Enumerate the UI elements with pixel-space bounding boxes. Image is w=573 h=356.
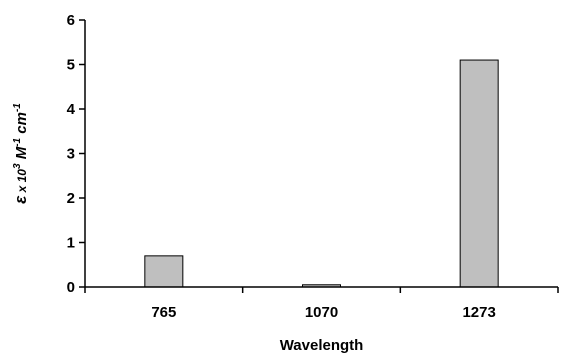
x-tick-label: 765 xyxy=(151,304,176,321)
x-axis-title: Wavelength xyxy=(280,337,364,354)
y-tick-label: 5 xyxy=(67,57,75,74)
x-axis-ticks: 765 1070 1273 xyxy=(84,287,559,321)
y-axis-title-unit-m: M xyxy=(13,146,30,163)
y-tick-label: 2 xyxy=(67,190,75,207)
y-axis-title-times: x 10 xyxy=(15,169,29,196)
y-axis-ticks: 0 1 2 3 4 5 6 xyxy=(67,12,85,296)
x-tick-label: 1070 xyxy=(305,304,338,321)
y-axis-title-exp3: 3 xyxy=(12,163,23,169)
y-axis-title-exp-neg1-b: -1 xyxy=(12,103,23,112)
y-axis-title-epsilon: ε xyxy=(11,195,30,204)
x-tick-label: 1273 xyxy=(462,304,495,321)
y-tick-label: 6 xyxy=(67,12,75,29)
y-axis-title: ε x 103 M-1 cm-1 xyxy=(11,103,30,204)
y-axis-title-unit-cm: cm xyxy=(13,112,30,138)
y-tick-label: 4 xyxy=(67,101,76,118)
y-axis-title-exp-neg1-a: -1 xyxy=(12,137,23,146)
bars xyxy=(144,59,499,288)
bar-765 xyxy=(144,255,184,288)
y-tick-label: 1 xyxy=(67,235,75,252)
y-tick-label: 0 xyxy=(67,279,75,296)
y-tick-label: 3 xyxy=(67,146,75,163)
bar-1273 xyxy=(459,59,499,288)
